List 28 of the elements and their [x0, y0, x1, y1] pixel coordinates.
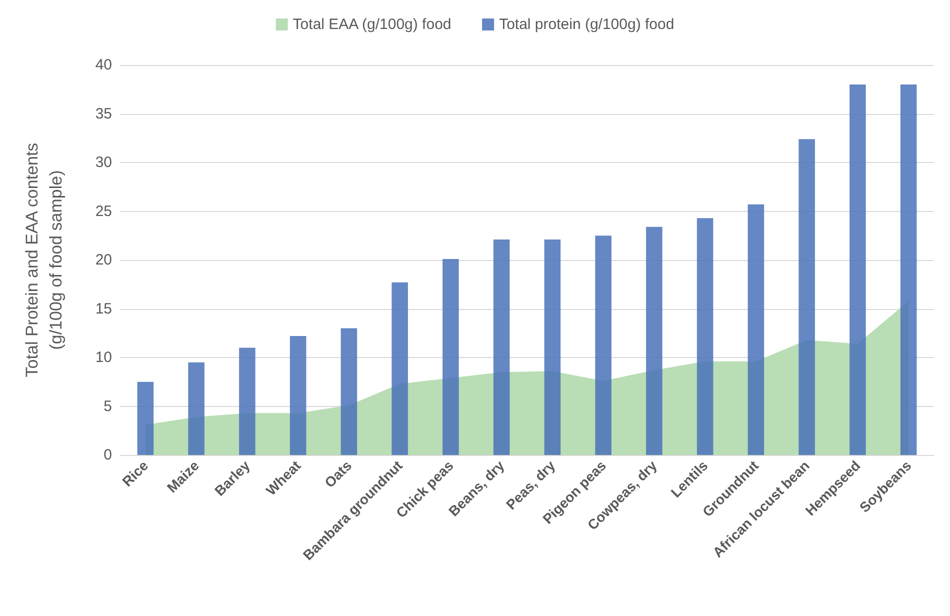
bar [595, 236, 612, 455]
y-tick-label: 10 [95, 349, 112, 366]
bar [646, 226, 662, 455]
legend-label: Total EAA (g/100g) food [292, 16, 452, 33]
bar [188, 362, 204, 455]
bar [239, 348, 256, 455]
y-tick-label: 25 [95, 202, 112, 220]
bar [798, 139, 815, 455]
bar [493, 240, 510, 455]
bar [290, 336, 306, 455]
y-tick-label: 40 [95, 56, 112, 74]
y-tick-label: 35 [95, 105, 112, 122]
bar [442, 259, 459, 455]
bar [696, 218, 714, 455]
y-tick-label: 15 [95, 300, 112, 318]
legend-label: Total protein (g/100g) food [499, 16, 674, 33]
bar [137, 382, 154, 455]
y-tick-label: 5 [104, 398, 112, 415]
bar [340, 328, 358, 455]
bar [544, 240, 561, 455]
y-tick-label: 0 [104, 446, 112, 464]
y-tick-label: 30 [95, 154, 112, 171]
y-tick-label: 20 [95, 252, 112, 268]
y-axis-title: Total Protein and EAA contents (g/100g of food sample) [22, 142, 66, 378]
bar [900, 84, 917, 455]
bar [748, 204, 764, 455]
bar [392, 282, 408, 455]
bar [850, 84, 866, 455]
